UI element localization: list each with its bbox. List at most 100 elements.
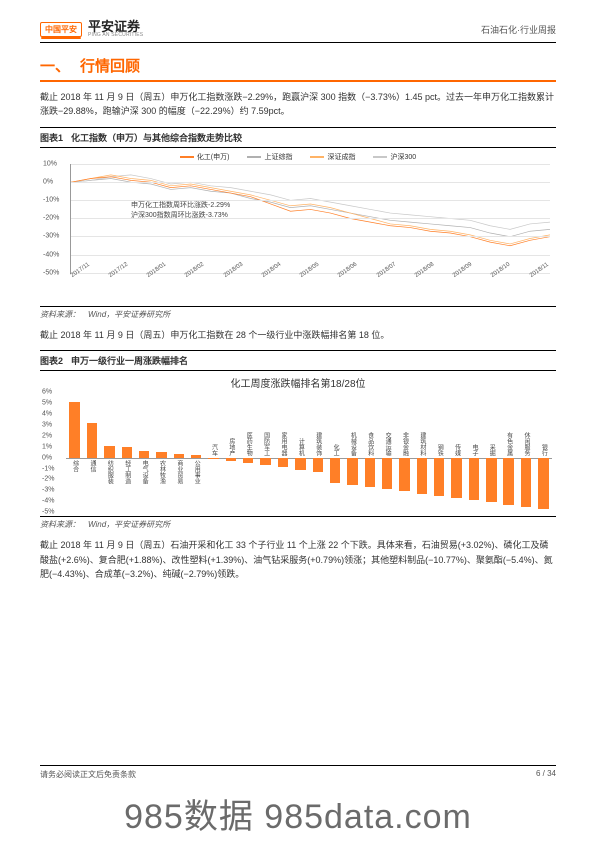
ytick: -1% [42, 465, 54, 472]
chart1-plot: 申万化工指数周环比涨跌-2.29% 沪深300指数周环比涨跌-3.73% 10%… [70, 164, 550, 274]
logo-badge: 中国平安 [40, 22, 82, 37]
bar [69, 402, 79, 458]
bar-column: 纺织服装 [101, 392, 118, 512]
header-category: 石油石化·行业周报 [481, 23, 556, 36]
bar-label: 纺织服装 [106, 460, 112, 484]
legend-item: 上证综指 [247, 152, 292, 162]
bar [538, 458, 548, 509]
bar-label: 建筑材料 [419, 432, 425, 456]
section-heading: 行情回顾 [80, 55, 140, 76]
bar-label: 交通运输 [384, 432, 390, 456]
bar-column: 采掘 [483, 392, 500, 512]
bar-column: 交通运输 [378, 392, 395, 512]
ytick: 5% [42, 400, 52, 407]
figure1-caption: 化工指数（申万）与其他综合指数走势比较 [71, 131, 242, 144]
bar [469, 458, 479, 501]
bar [139, 451, 149, 458]
bar-column: 家用电器 [274, 392, 291, 512]
bar [208, 458, 218, 459]
bar-label: 综合 [72, 460, 78, 472]
ytick: -5% [42, 509, 54, 516]
legend-label: 沪深300 [390, 152, 416, 162]
legend-item: 化工(申万) [180, 152, 230, 162]
bar [87, 423, 97, 458]
bar-label: 传媒 [454, 444, 460, 456]
chart-1: 化工(申万)上证综指深证成指沪深300 申万化工指数周环比涨跌-2.29% 沪深… [40, 152, 556, 302]
ytick: 0% [43, 178, 53, 185]
bar [260, 458, 270, 466]
figure1-label: 图表1 [40, 131, 63, 144]
logo: 中国平安 平安证券 PING AN SECURITIES [40, 20, 143, 38]
bar-label: 食品饮料 [367, 432, 373, 456]
legend-swatch [373, 156, 387, 158]
bar-label: 医药生物 [245, 432, 251, 456]
chart1-annot1: 申万化工指数周环比涨跌-2.29% [131, 202, 230, 210]
bar [313, 458, 323, 472]
chart1-xlabels: 2017/112017/122018/012018/022018/032018/… [70, 274, 550, 280]
bar-column: 建筑材料 [413, 392, 430, 512]
bar-label: 汽车 [211, 444, 217, 456]
paragraph-3: 截止 2018 年 11 月 9 日（周五）石油开采和化工 33 个子行业 11… [40, 538, 556, 581]
ytick: 0% [42, 454, 52, 461]
ytick: 2% [42, 432, 52, 439]
bar-label: 计算机 [297, 438, 303, 456]
section-number: 一、 [40, 55, 70, 76]
ytick: -40% [43, 251, 59, 258]
bar-column: 公用事业 [188, 392, 205, 512]
figure2-caption: 申万一级行业一周涨跌幅排名 [71, 354, 188, 367]
bar-column: 银行 [535, 392, 552, 512]
bar-column: 轻工制造 [118, 392, 135, 512]
ytick: 6% [42, 389, 52, 396]
figure1-title: 图表1 化工指数（申万）与其他综合指数走势比较 [40, 127, 556, 148]
chart1-legend: 化工(申万)上证综指深证成指沪深300 [40, 152, 556, 162]
ytick: 1% [42, 443, 52, 450]
bar-column: 医药生物 [240, 392, 257, 512]
bar-label: 农林牧渔 [158, 460, 164, 484]
bar [243, 458, 253, 463]
footer-disclaimer: 请务必阅读正文后免责条款 [40, 769, 136, 780]
paragraph-2: 截止 2018 年 11 月 9 日（周五）申万化工指数在 28 个一级行业中涨… [40, 328, 556, 342]
bar [191, 455, 201, 457]
watermark: 985数据 985data.com [0, 789, 596, 838]
bar-column: 房地产 [222, 392, 239, 512]
bar [330, 458, 340, 483]
paragraph-1: 截止 2018 年 11 月 9 日（周五）申万化工指数涨跌−2.29%，跑赢沪… [40, 90, 556, 119]
bar-column: 建筑装饰 [309, 392, 326, 512]
figure2-title: 图表2 申万一级行业一周涨跌幅排名 [40, 350, 556, 371]
bar-label: 通信 [89, 460, 95, 472]
legend-label: 上证综指 [264, 152, 292, 162]
bar-column: 农林牧渔 [153, 392, 170, 512]
bar [503, 458, 513, 505]
bar [417, 458, 427, 494]
bar-column: 传媒 [448, 392, 465, 512]
bar-column: 有色金属 [500, 392, 517, 512]
bar-label: 银行 [540, 444, 546, 456]
ytick: 3% [42, 421, 52, 428]
ytick: 10% [43, 160, 57, 167]
figure1-source: 资料来源： Wind，平安证券研究所 [40, 306, 556, 320]
bar-label: 电子 [471, 444, 477, 456]
bar [295, 458, 305, 470]
chart2-title: 化工周度涨跌幅排名第18/28位 [40, 375, 556, 390]
bar-label: 家用电器 [280, 432, 286, 456]
bar-label: 有色金属 [506, 432, 512, 456]
bar [521, 458, 531, 507]
bar [434, 458, 444, 496]
bar-column: 电气设备 [135, 392, 152, 512]
chart2-plot: 6%5%4%3%2%1%0%-1%-2%-3%-4%-5%综合通信纺织服装轻工制… [66, 392, 552, 512]
ytick: -20% [43, 215, 59, 222]
bar-label: 建筑装饰 [315, 432, 321, 456]
bar [104, 446, 114, 458]
bar-label: 机械设备 [349, 432, 355, 456]
bar-column: 机械设备 [344, 392, 361, 512]
bar-column: 综合 [66, 392, 83, 512]
bar-column: 国防军工 [257, 392, 274, 512]
bar [365, 458, 375, 487]
bar [347, 458, 357, 485]
bar-column: 食品饮料 [361, 392, 378, 512]
bar-column: 计算机 [292, 392, 309, 512]
bar-label: 房地产 [228, 438, 234, 456]
ytick: 4% [42, 410, 52, 417]
legend-swatch [310, 156, 324, 158]
bar-column: 汽车 [205, 392, 222, 512]
